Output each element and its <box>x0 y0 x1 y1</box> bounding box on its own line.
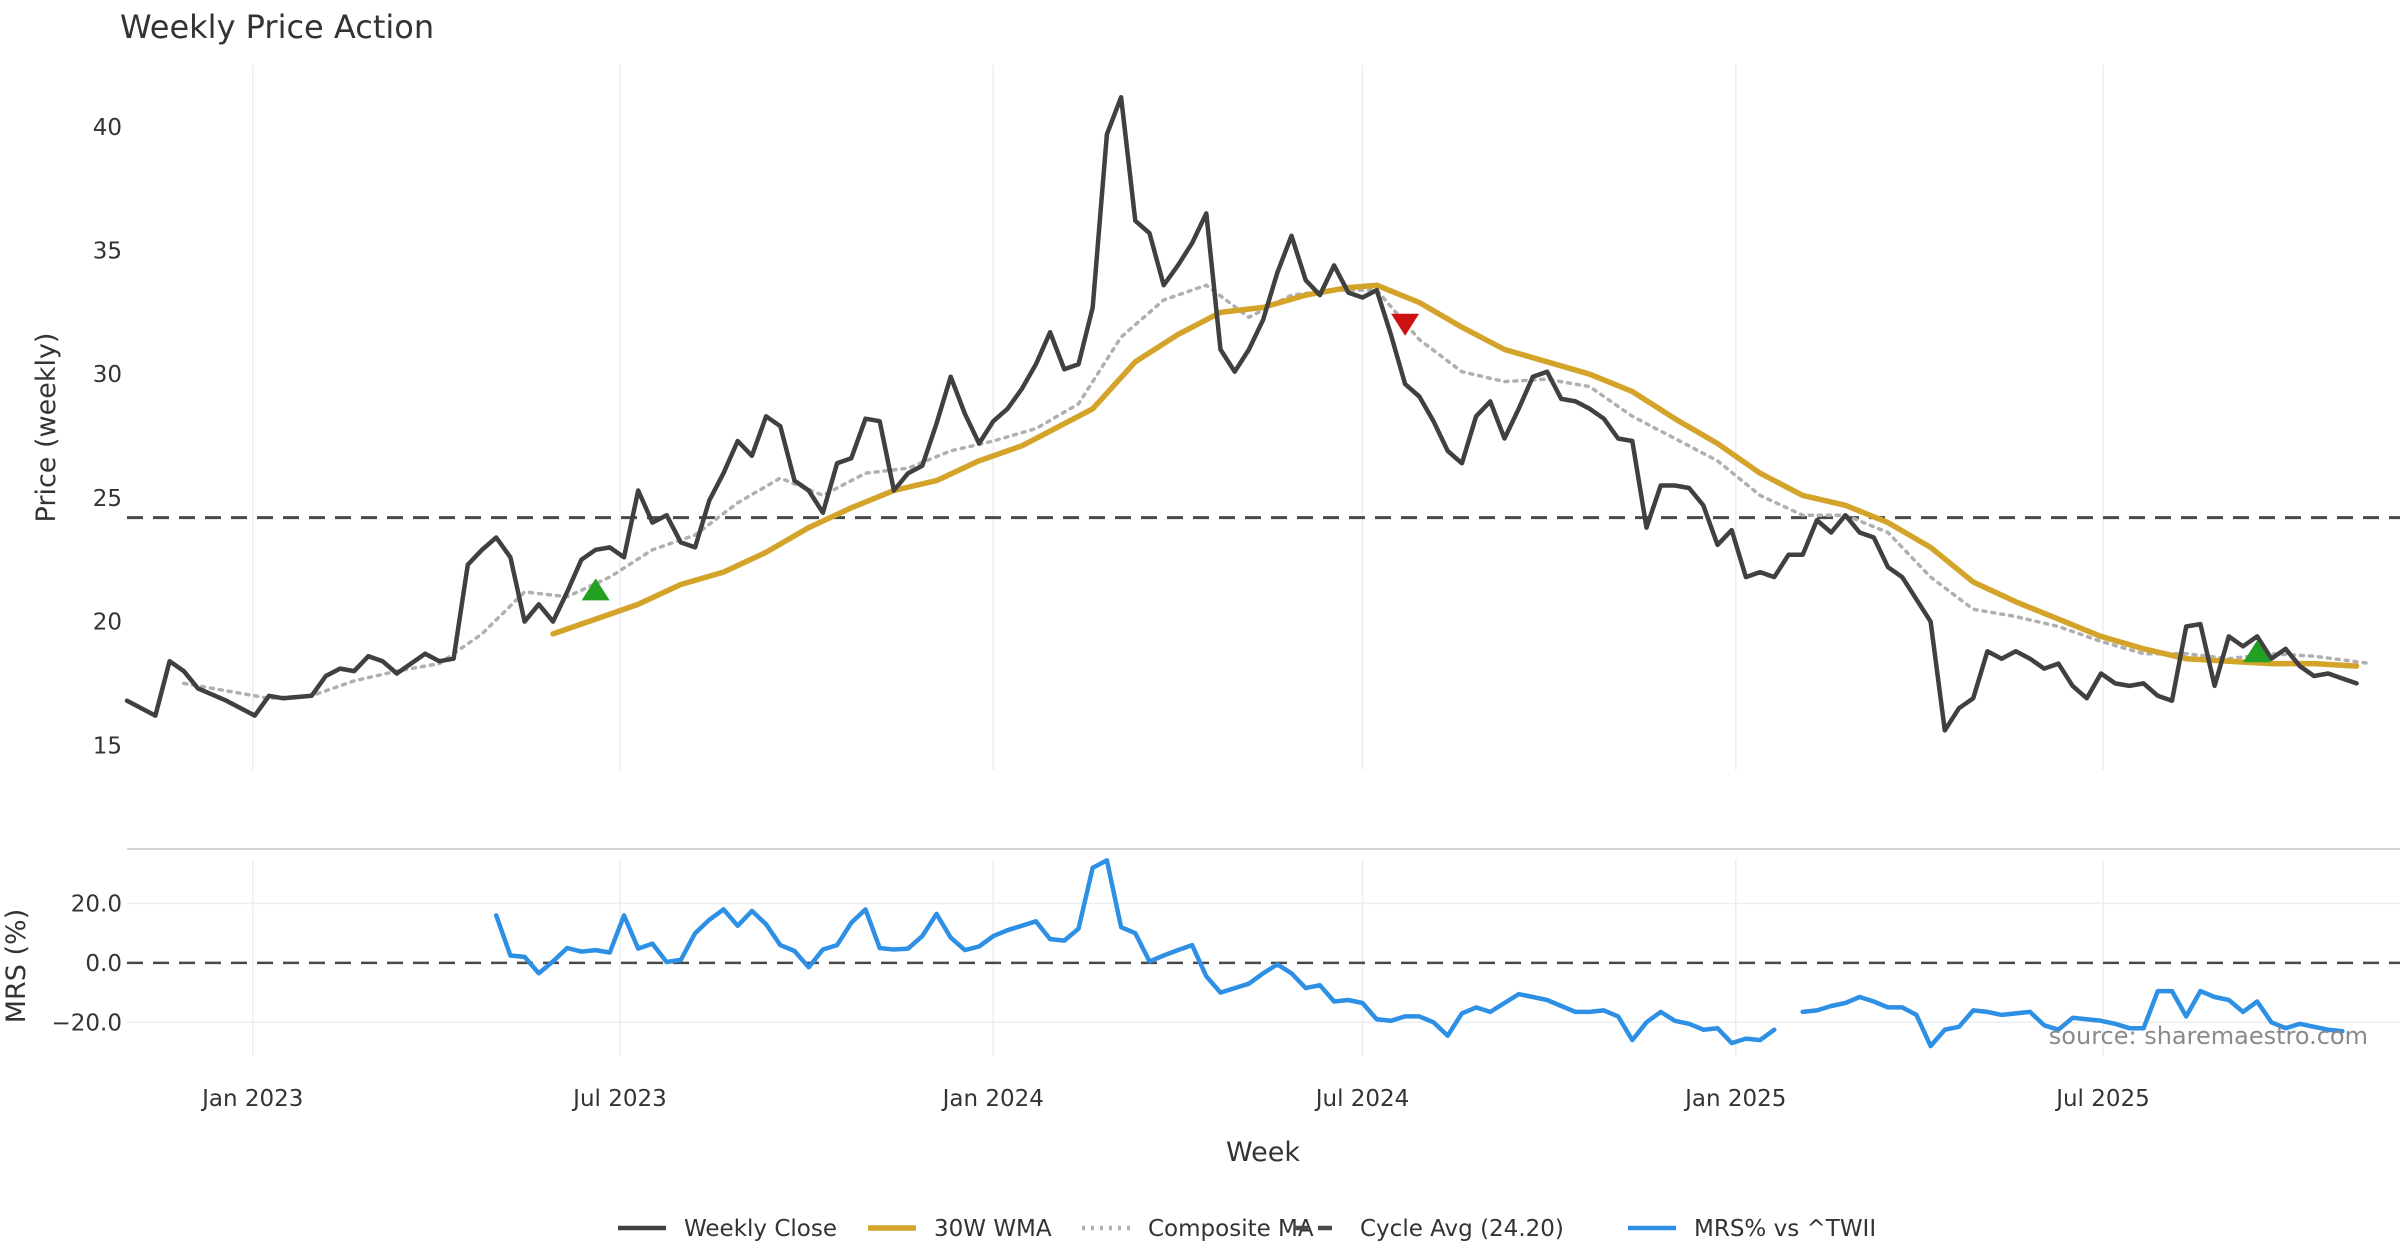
price-y-tick-label: 30 <box>93 362 122 388</box>
legend-label-mrs: MRS% vs ^TWII <box>1694 1216 1876 1242</box>
mrs-y-tick-label: 0.0 <box>85 951 122 977</box>
x-tick-label: Jan 2024 <box>941 1086 1044 1112</box>
composite-ma-line <box>182 283 2373 701</box>
buy-signal-marker <box>2243 640 2272 663</box>
mrs-y-axis-title: MRS (%) <box>1 909 32 1024</box>
mrs-line <box>1800 988 2345 1049</box>
x-tick-label: Jul 2023 <box>571 1086 667 1112</box>
price-y-tick-label: 35 <box>93 239 122 265</box>
chart-title: Weekly Price Action <box>120 8 434 46</box>
x-tick-label: Jul 2025 <box>2054 1086 2150 1112</box>
mrs-y-tick-label: −20.0 <box>52 1010 122 1036</box>
wma-30w-line <box>550 282 2360 669</box>
mrs-line <box>493 858 1777 1046</box>
legend-label-composite: Composite MA <box>1148 1216 1314 1242</box>
price-y-tick-label: 25 <box>93 486 122 512</box>
mrs-panel: 20.0 0.0 −20.0 MRS (%) Jan 2023 Jul 2023 Jan 2… <box>1 858 2400 1168</box>
x-tick-label: Jan 2023 <box>200 1086 303 1112</box>
x-axis-title: Week <box>1226 1137 1300 1168</box>
x-tick-label: Jul 2024 <box>1314 1086 1410 1112</box>
source-label: source: sharemaestro.com <box>2049 1022 2368 1050</box>
price-y-tick-label: 15 <box>93 733 122 759</box>
price-y-tick-label: 20 <box>93 610 122 636</box>
legend-label-close: Weekly Close <box>684 1216 837 1242</box>
legend-label-wma: 30W WMA <box>934 1216 1052 1242</box>
buy-signal-marker <box>581 578 610 601</box>
mrs-y-tick-label: 20.0 <box>71 891 122 917</box>
price-panel: 15 20 25 30 35 40 Price (weekly) <box>31 65 2400 770</box>
sell-signal-marker <box>1391 313 1420 336</box>
x-tick-label: Jan 2025 <box>1683 1086 1786 1112</box>
price-y-axis-title: Price (weekly) <box>31 333 62 523</box>
legend: Weekly Close 30W WMA Composite MA Cycle Avg… <box>618 1216 1876 1242</box>
legend-label-cycle: Cycle Avg (24.20) <box>1360 1216 1564 1242</box>
weekly-close-line <box>124 94 2359 733</box>
price-y-tick-label: 40 <box>93 115 122 141</box>
